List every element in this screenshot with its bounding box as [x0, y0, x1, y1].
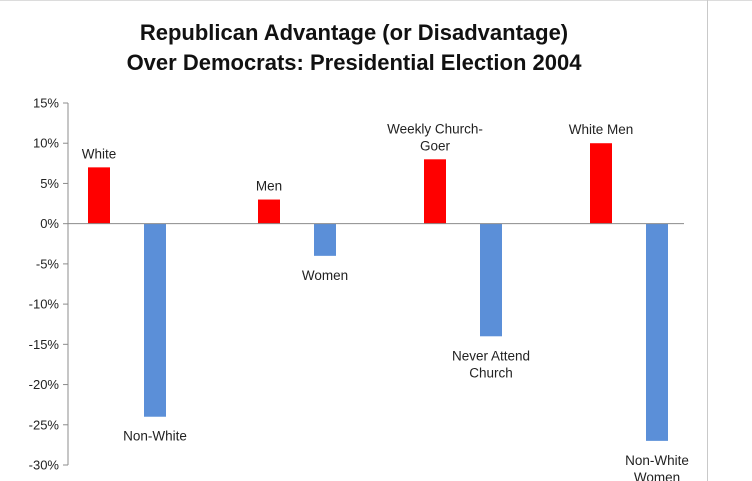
- bar-label-line: Women: [302, 268, 348, 283]
- bar-label-line: Never Attend: [452, 348, 530, 363]
- bar-label-line: Men: [256, 179, 282, 194]
- chart-title-line-1: Republican Advantage (or Disadvantage): [139, 20, 569, 45]
- y-tick-label: 15%: [33, 96, 59, 111]
- bar-label: Women: [302, 268, 348, 283]
- bar-label: Never Attend Church: [452, 348, 530, 380]
- bar: [480, 223, 502, 337]
- bar-label: Non-White Women: [625, 453, 689, 481]
- y-tick-label: -30%: [29, 458, 60, 473]
- bar: [314, 223, 336, 256]
- bar: [144, 223, 166, 417]
- bar: [646, 223, 668, 441]
- y-tick-label: -10%: [29, 297, 60, 312]
- bar-label: Men: [256, 179, 282, 194]
- chart-top-border: [0, 0, 752, 1]
- bar-label: White: [82, 146, 117, 161]
- bar: [258, 199, 280, 224]
- bar-label-line: White Men: [569, 122, 634, 137]
- y-tick-label: 5%: [40, 176, 59, 191]
- chart-title: Republican Advantage (or Disadvantage) O…: [0, 18, 708, 78]
- bar-label-line: Church: [469, 365, 513, 380]
- bar-label: White Men: [569, 122, 634, 137]
- bar-label-line: Non-White: [123, 429, 187, 444]
- bar-label-line: Non-White: [625, 453, 689, 468]
- bar-label-line: Weekly Church-: [387, 121, 483, 136]
- chart-title-line-2: Over Democrats: Presidential Election 20…: [126, 50, 582, 75]
- bar: [88, 167, 110, 224]
- y-tick-label: 10%: [33, 136, 59, 151]
- bar-label-line: White: [82, 146, 117, 161]
- chart-right-border: [707, 0, 708, 481]
- bar-label-line: Women: [634, 470, 680, 481]
- bar-label: Non-White: [123, 429, 187, 444]
- y-tick-label: -15%: [29, 337, 60, 352]
- bar: [590, 143, 612, 224]
- y-tick-label: -5%: [36, 256, 60, 271]
- y-tick-label: 0%: [40, 216, 59, 231]
- y-tick-label: -25%: [29, 417, 60, 432]
- bar-label: Weekly Church- Goer: [387, 121, 483, 153]
- y-tick-label: -20%: [29, 377, 60, 392]
- bar-label-line: Goer: [420, 138, 451, 153]
- bar: [424, 159, 446, 224]
